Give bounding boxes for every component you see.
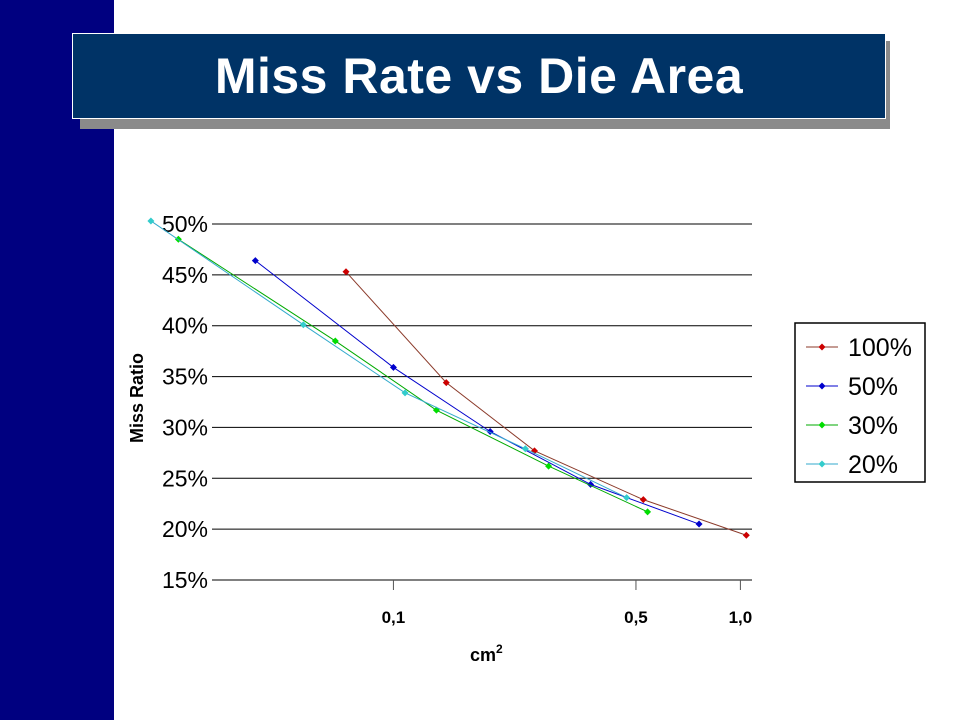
y-tick-label: 20% [162, 516, 208, 542]
data-point [401, 389, 409, 397]
x-axis-label-superscript: 2 [496, 642, 503, 656]
data-point [623, 494, 631, 502]
y-tick-label: 15% [162, 567, 208, 593]
legend-entry: 100% [848, 334, 912, 362]
data-point [389, 363, 397, 371]
series-line-50-pct [255, 260, 700, 525]
legend-marker [818, 343, 826, 351]
title-banner: Miss Rate vs Die Area [72, 33, 886, 119]
y-tick-labels: 15% 20% 25% 30% 35% 40% 45% 50% [162, 211, 208, 593]
legend-box [794, 322, 926, 483]
data-point [639, 496, 647, 504]
grid-lines [212, 223, 752, 581]
data-point [545, 462, 553, 470]
data-point [342, 268, 350, 276]
data-point [442, 379, 450, 387]
x-axis-label-text: cm [470, 645, 496, 665]
legend-marker [818, 421, 826, 429]
legend-entry: 20% [848, 451, 898, 479]
series-line-20-pct [150, 220, 627, 499]
y-tick-label: 50% [162, 211, 208, 237]
y-tick-label: 40% [162, 313, 208, 339]
y-tick-label: 30% [162, 414, 208, 440]
data-point [742, 531, 750, 539]
data-point [331, 337, 339, 345]
legend-marker [818, 460, 826, 468]
series-lines [147, 217, 750, 539]
y-tick-label: 25% [162, 465, 208, 491]
legend: 100% 50% 30% 20% [794, 322, 926, 483]
data-point [521, 445, 529, 453]
y-axis-label: Miss Ratio [127, 353, 147, 443]
x-tick-label: 0,1 [382, 608, 406, 627]
slide-title: Miss Rate vs Die Area [214, 48, 744, 104]
legend-entry: 30% [848, 412, 898, 440]
data-point [147, 217, 155, 225]
series-line-100-pct [345, 271, 747, 536]
y-tick-label: 35% [162, 364, 208, 390]
x-tick-label: 1,0 [729, 608, 753, 627]
legend-marker [818, 382, 826, 390]
data-point [644, 508, 652, 516]
legend-entry: 50% [848, 373, 898, 401]
x-axis-label: cm2 [470, 642, 503, 665]
x-tick-labels: 0,1 0,5 1,0 [382, 580, 753, 627]
data-point [695, 520, 703, 528]
series-line-30-pct [178, 238, 648, 513]
y-tick-label: 45% [162, 262, 208, 288]
data-point [299, 321, 307, 329]
x-tick-label: 0,5 [624, 608, 648, 627]
data-point [251, 257, 259, 265]
